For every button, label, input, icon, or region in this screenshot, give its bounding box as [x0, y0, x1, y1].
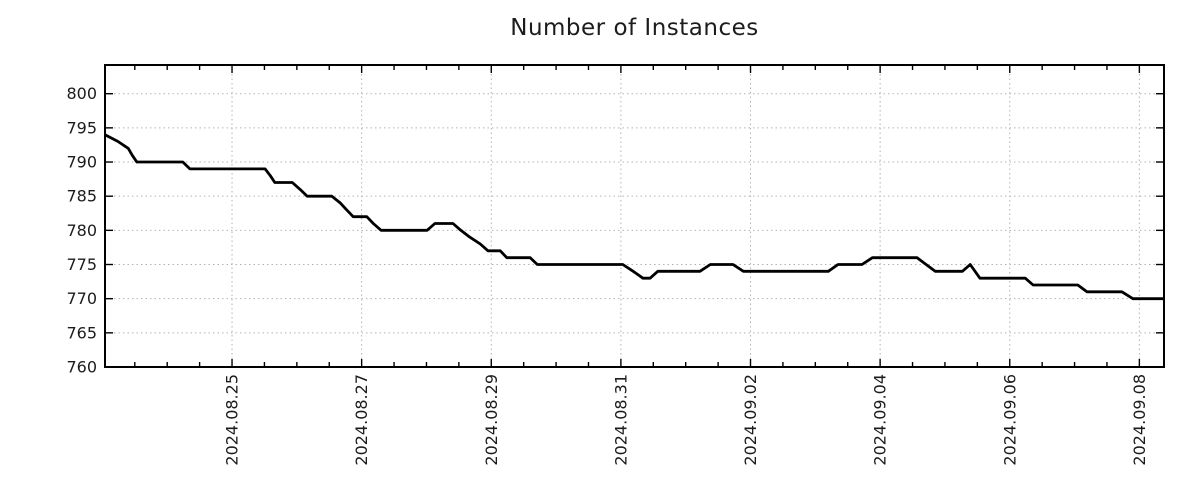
y-tick-label: 800 [66, 84, 97, 103]
y-tick-label: 765 [66, 323, 97, 342]
x-tick-label: 2024.08.25 [223, 374, 242, 466]
y-tick-label: 785 [66, 187, 97, 206]
x-tick-label: 2024.09.06 [1000, 374, 1019, 466]
x-tick-label: 2024.09.04 [871, 374, 890, 466]
x-tick-label: 2024.09.02 [741, 374, 760, 466]
x-tick-label: 2024.09.08 [1130, 374, 1149, 466]
y-tick-label: 775 [66, 255, 97, 274]
y-tick-label: 790 [66, 153, 97, 172]
y-tick-label: 770 [66, 289, 97, 308]
chart-title: Number of Instances [510, 15, 759, 41]
x-tick-label: 2024.08.31 [611, 374, 630, 466]
y-tick-label: 760 [66, 358, 97, 377]
y-tick-label: 780 [66, 221, 97, 240]
plot-border [104, 64, 1165, 368]
data-line [104, 133, 1164, 301]
x-tick-label: 2024.08.29 [482, 374, 501, 466]
y-tick-label: 795 [66, 118, 97, 137]
x-tick-label: 2024.08.27 [352, 374, 371, 466]
